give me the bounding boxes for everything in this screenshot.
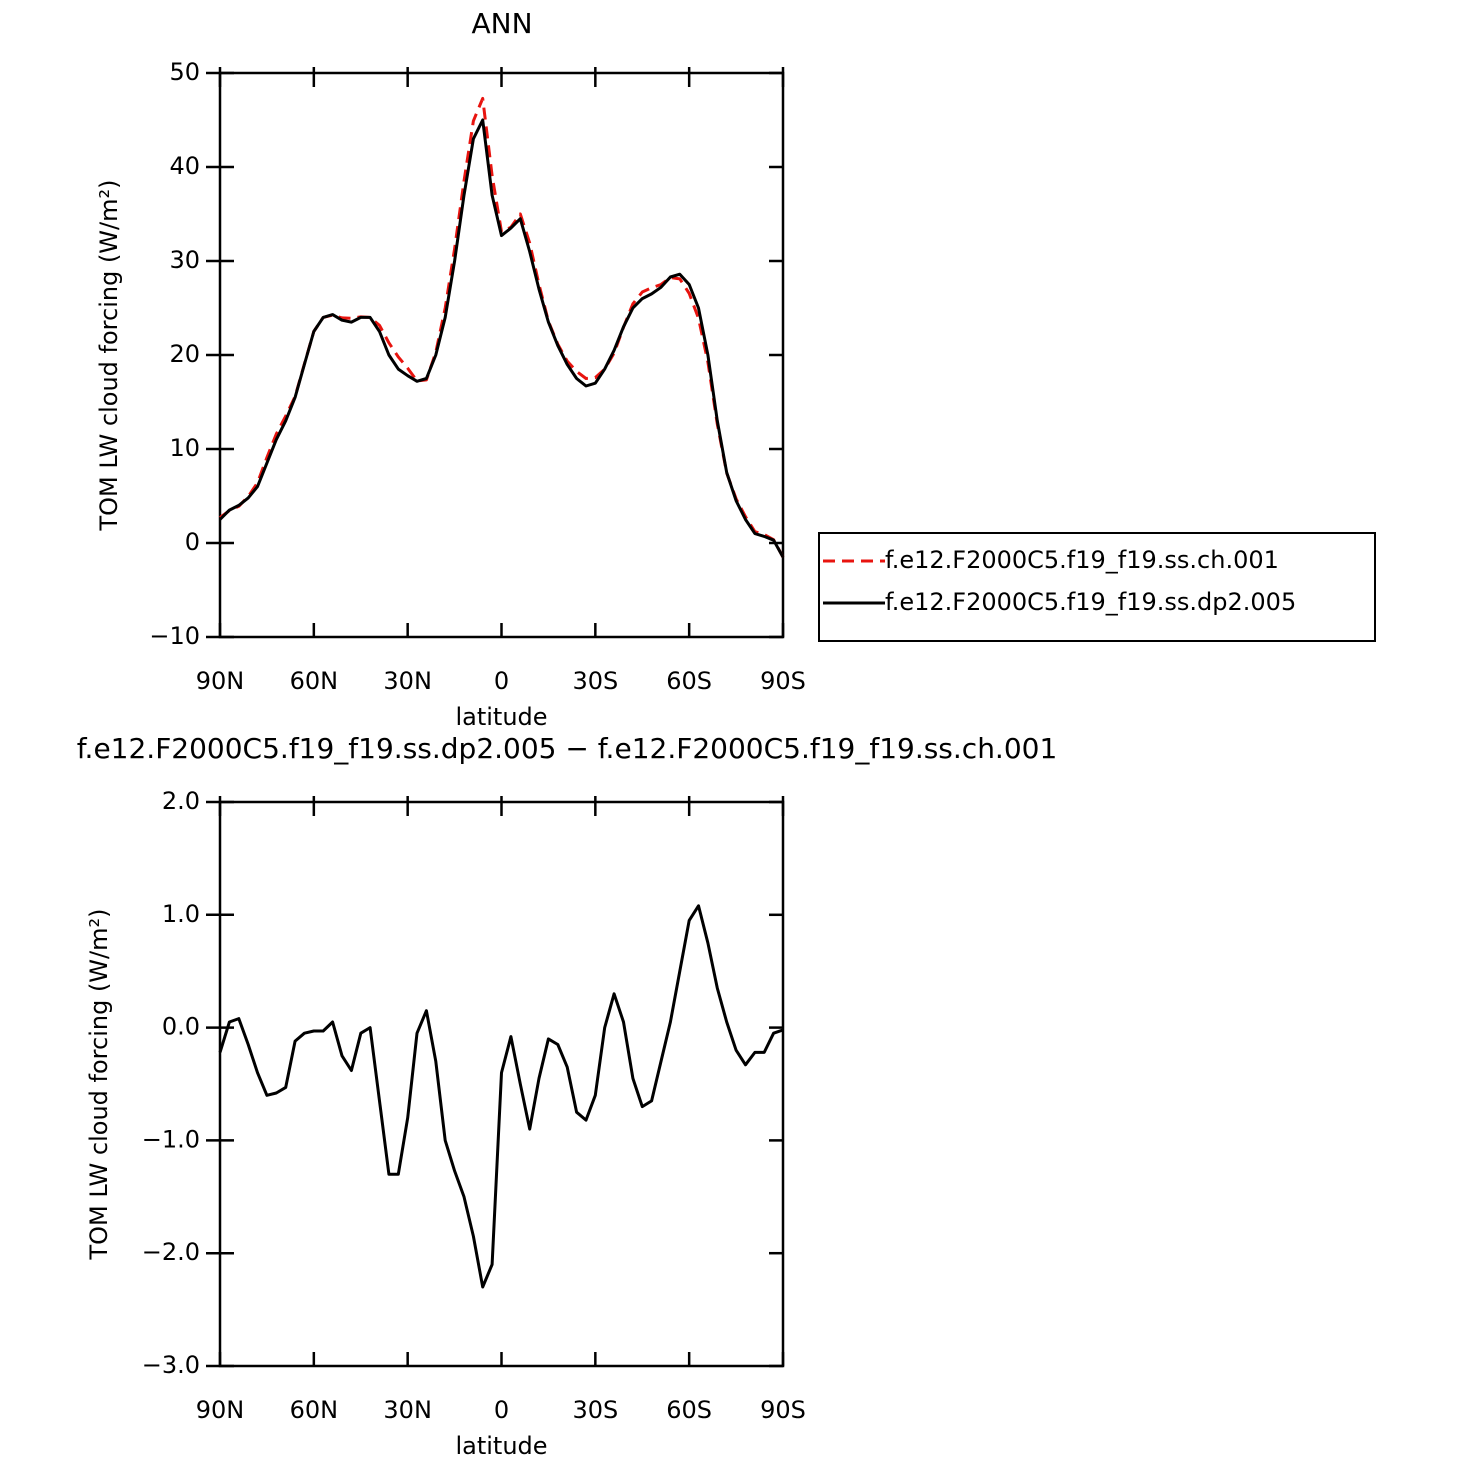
y-tick-label: 10 [169, 434, 200, 462]
x-tick-label: 0 [494, 667, 509, 695]
y-tick-label: −1.0 [142, 1125, 200, 1153]
y-tick-label: 40 [169, 152, 200, 180]
data-line [218, 118, 785, 558]
data-line [219, 96, 785, 558]
x-axis-label: latitude [455, 1432, 547, 1460]
x-axis-label: latitude [455, 703, 547, 731]
x-tick-label: 60S [666, 1396, 712, 1424]
plot-frame [218, 71, 785, 639]
y-tick-label: 30 [169, 246, 200, 274]
x-tick-label: 0 [494, 1396, 509, 1424]
x-tick-label: 30S [572, 667, 618, 695]
x-tick-label: 90N [196, 1396, 245, 1424]
x-tick-label: 90S [760, 667, 806, 695]
y-axis-label: TOM LW cloud forcing (W/m²) [95, 180, 123, 532]
data-line [218, 904, 784, 1289]
y-tick-label: 20 [169, 340, 200, 368]
y-tick-label: −10 [149, 622, 200, 650]
y-tick-label: −2.0 [142, 1238, 200, 1266]
y-axis-label: TOM LW cloud forcing (W/m²) [85, 909, 113, 1261]
chart-title: f.e12.F2000C5.f19_f19.ss.dp2.005 − f.e12… [77, 732, 1058, 765]
x-tick-label: 60S [666, 667, 712, 695]
y-tick-label: 0 [185, 528, 200, 556]
legend-box [818, 532, 1376, 642]
y-tick-label: 2.0 [162, 787, 200, 815]
chart-title: ANN [471, 7, 532, 40]
x-tick-label: 60N [290, 1396, 339, 1424]
y-tick-label: 50 [169, 58, 200, 86]
x-tick-label: 60N [290, 667, 339, 695]
x-tick-label: 30S [572, 1396, 618, 1424]
y-tick-label: 1.0 [162, 900, 200, 928]
legend-label: f.e12.F2000C5.f19_f19.ss.dp2.005 [885, 588, 1296, 616]
legend-label: f.e12.F2000C5.f19_f19.ss.ch.001 [885, 546, 1279, 574]
y-tick-label: −3.0 [142, 1351, 200, 1379]
x-tick-label: 30N [383, 1396, 432, 1424]
y-tick-label: 0.0 [162, 1013, 200, 1041]
x-tick-label: 30N [383, 667, 432, 695]
x-tick-label: 90N [196, 667, 245, 695]
x-tick-label: 90S [760, 1396, 806, 1424]
